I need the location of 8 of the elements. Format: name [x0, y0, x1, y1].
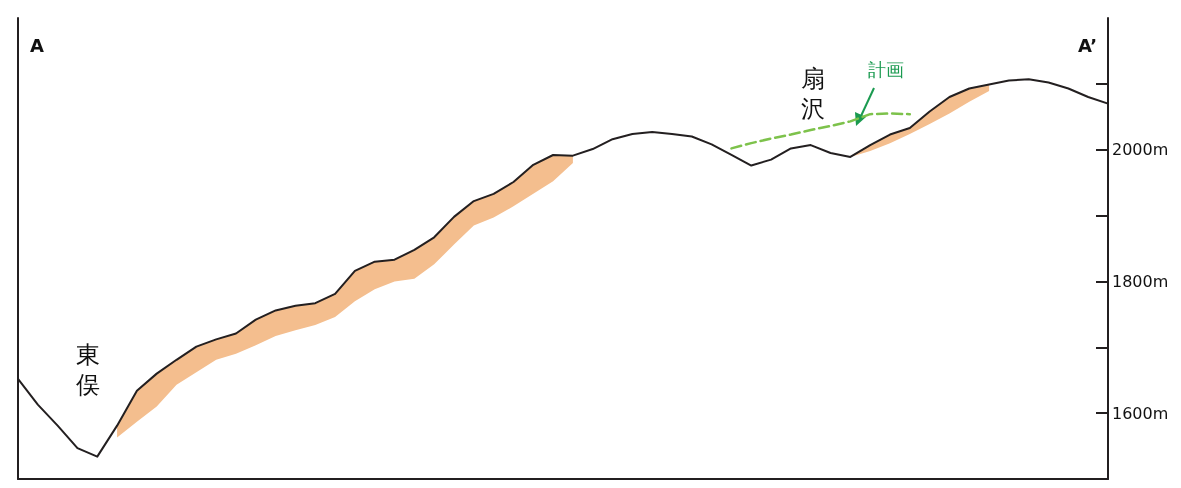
annotation: A’	[1078, 34, 1098, 56]
y-tick-label: 1600m	[1112, 403, 1169, 423]
series-label: 計画	[868, 58, 904, 80]
y-tick-label: 1800m	[1112, 271, 1169, 291]
y-tick-label: 2000m	[1112, 140, 1169, 160]
annotation: 東俣	[76, 341, 100, 399]
annotation: A	[30, 34, 44, 56]
annotation: 扇沢	[801, 65, 825, 123]
